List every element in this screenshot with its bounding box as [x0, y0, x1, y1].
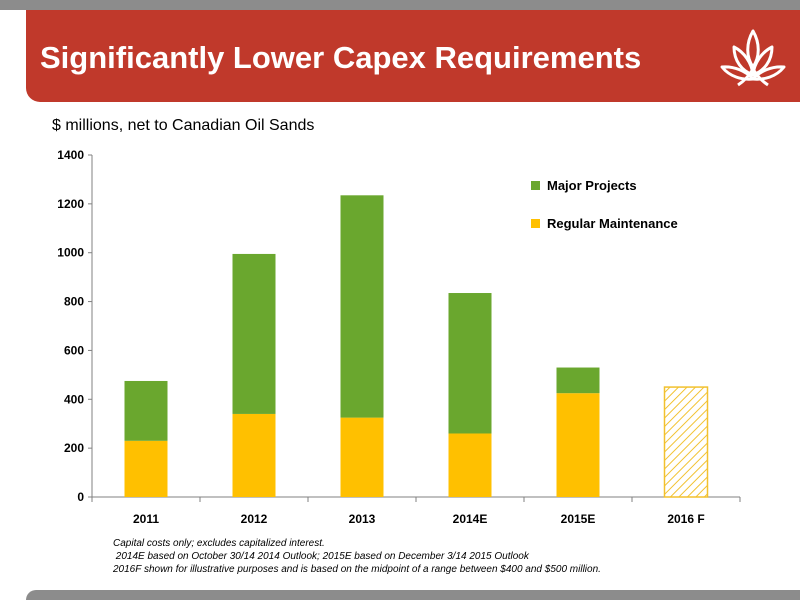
- legend-label: Major Projects: [547, 178, 637, 193]
- y-tick-label: 0: [77, 490, 84, 504]
- x-tick-label: 2013: [349, 512, 376, 526]
- chart-subtitle: $ millions, net to Canadian Oil Sands: [52, 117, 315, 134]
- y-tick-label: 800: [64, 295, 84, 309]
- bar-major-projects: [232, 253, 276, 414]
- y-tick-label: 200: [64, 441, 84, 455]
- y-tick-label: 400: [64, 392, 84, 406]
- bar-regular-maintenance: [340, 417, 384, 497]
- legend-swatch: [531, 219, 540, 228]
- bar-major-projects: [556, 367, 600, 394]
- lotus-logo-icon: [720, 29, 786, 87]
- top-bar: [0, 0, 800, 10]
- y-tick-label: 600: [64, 343, 84, 357]
- y-tick-label: 1400: [57, 148, 84, 162]
- legend-swatch: [531, 181, 540, 190]
- bottom-bar: [26, 590, 800, 600]
- header-banner: Significantly Lower Capex Requirements: [26, 10, 800, 102]
- x-tick-label: 2011: [133, 512, 159, 526]
- bar-major-projects: [340, 195, 384, 418]
- y-tick-label: 1200: [57, 197, 84, 211]
- footnote-line: 2016F shown for illustrative purposes an…: [113, 564, 601, 575]
- bar-regular-maintenance: [448, 433, 492, 497]
- x-tick-label: 2012: [241, 512, 268, 526]
- capex-chart: 0 200 400 600 800 1000 1200 1400 2011 2012 2013 201…: [57, 148, 741, 526]
- footnotes: Capital costs only; excludes capitalized…: [113, 537, 601, 576]
- bar-regular-maintenance: [232, 413, 276, 497]
- bar-regular-maintenance: [124, 440, 168, 497]
- x-tick-label: 2014E: [453, 512, 488, 526]
- bar-illustrative-hatched: [663, 386, 709, 498]
- x-tick-label: 2015E: [561, 512, 596, 526]
- x-tick-label: 2016 F: [667, 512, 704, 526]
- footnote-line: 2014E based on October 30/14 2014 Outloo…: [113, 551, 529, 562]
- y-tick-label: 1000: [57, 246, 84, 260]
- footnote-line: Capital costs only; excludes capitalized…: [113, 538, 325, 549]
- bar-major-projects: [448, 293, 492, 434]
- bar-regular-maintenance: [556, 393, 600, 497]
- slide-title: Significantly Lower Capex Requirements: [40, 40, 642, 75]
- bar-major-projects: [124, 380, 168, 441]
- legend-label: Regular Maintenance: [547, 216, 678, 231]
